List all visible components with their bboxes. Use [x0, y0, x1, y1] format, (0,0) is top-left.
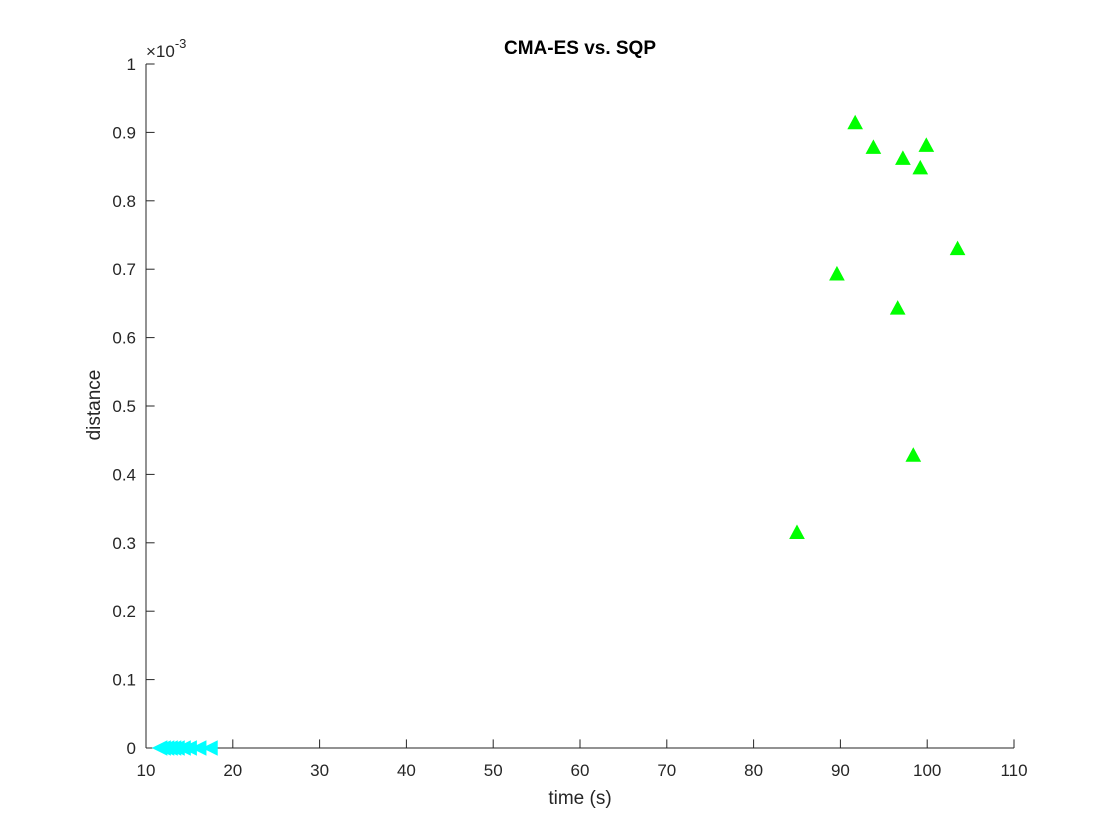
y-tick-label: 0.7	[112, 260, 136, 279]
y-exponent-base: ×10	[146, 42, 175, 61]
x-tick-label: 10	[137, 761, 156, 780]
x-tick-label: 60	[571, 761, 590, 780]
x-tick-label: 70	[657, 761, 676, 780]
data-markers	[151, 114, 966, 756]
x-axis-label: time (s)	[548, 788, 611, 809]
svg-text:×10-3: ×10-3	[146, 36, 186, 61]
triangle-up-marker	[889, 300, 906, 315]
triangle-up-marker	[847, 114, 863, 130]
y-exponent-label: ×10-3	[146, 36, 186, 61]
x-tick-label: 80	[744, 761, 763, 780]
x-tick-label: 30	[310, 761, 329, 780]
y-tick-label: 0.2	[112, 602, 136, 621]
y-tick-label: 0	[127, 739, 136, 758]
x-tick-label: 110	[1000, 761, 1027, 780]
triangle-up-marker	[918, 137, 935, 152]
triangle-up-marker	[865, 139, 882, 154]
axes	[145, 64, 1014, 749]
x-tick-label: 40	[397, 761, 416, 780]
triangle-up-marker	[789, 524, 805, 539]
x-tick-label: 90	[831, 761, 850, 780]
y-axis-label: distance	[84, 370, 105, 441]
y-tick-label: 0.5	[112, 397, 136, 416]
y-tick-label: 0.1	[112, 671, 136, 690]
y-tick-label: 0.8	[112, 192, 136, 211]
y-tick-label: 0.6	[112, 329, 136, 348]
triangle-up-marker	[912, 159, 929, 175]
x-tick-label: 100	[913, 761, 941, 780]
chart-title: CMA-ES vs. SQP	[504, 38, 656, 59]
y-tick-label: 1	[127, 55, 136, 74]
triangle-up-marker	[895, 150, 911, 165]
triangle-up-marker	[949, 240, 966, 256]
x-tick-label: 50	[484, 761, 503, 780]
ticks: 10 20 30 40 50 60 70 80 90 100 110 0 0.1 0.2 0.3 0.4 0.5…	[112, 55, 1027, 780]
y-tick-label: 0.3	[112, 534, 136, 553]
triangle-up-marker	[905, 447, 922, 462]
y-tick-label: 0.9	[112, 123, 136, 142]
y-exponent-power: -3	[175, 36, 187, 51]
triangle-left-marker	[202, 740, 218, 756]
y-tick-label: 0.4	[112, 465, 136, 484]
x-tick-label: 20	[223, 761, 242, 780]
triangle-up-marker	[829, 265, 845, 281]
